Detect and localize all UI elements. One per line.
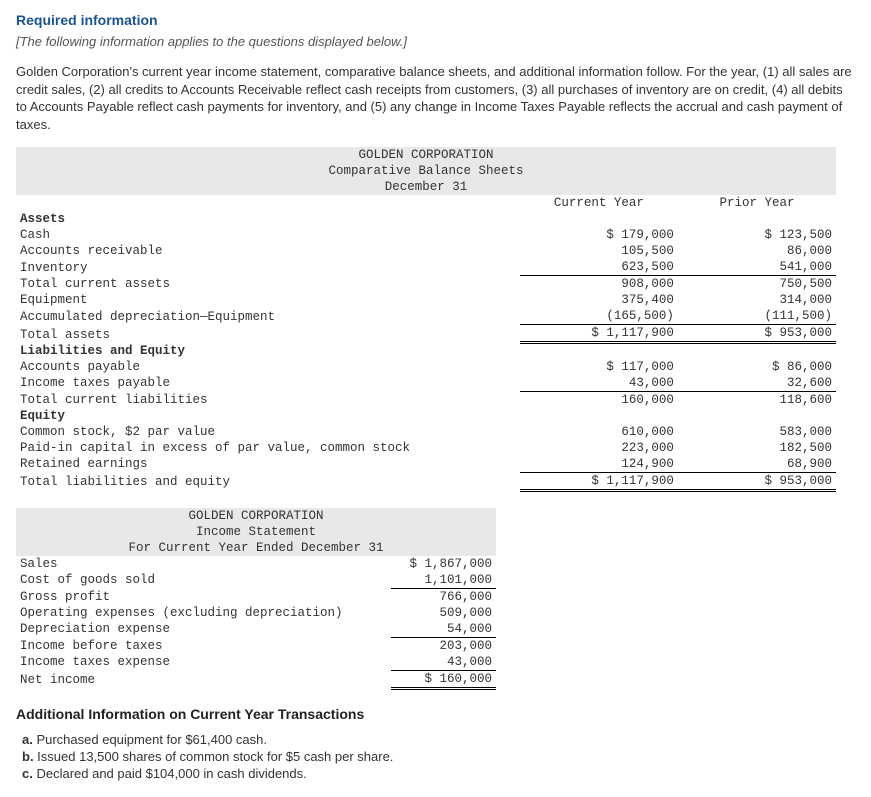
bs-cs-current: 610,000 bbox=[520, 424, 678, 440]
bs-ap-label: Accounts payable bbox=[16, 359, 520, 375]
addl-item-a: a. Purchased equipment for $61,400 cash. bbox=[22, 732, 855, 747]
is-title-3: For Current Year Ended December 31 bbox=[16, 540, 496, 556]
bs-cash-prior: $ 123,500 bbox=[678, 227, 836, 243]
is-sales-label: Sales bbox=[16, 556, 391, 572]
is-opex-label: Operating expenses (excluding depreciati… bbox=[16, 605, 391, 621]
bs-title-2: Comparative Balance Sheets bbox=[16, 163, 836, 179]
is-title-2: Income Statement bbox=[16, 524, 496, 540]
addl-item-b: b. Issued 13,500 shares of common stock … bbox=[22, 749, 855, 764]
is-title-1: GOLDEN CORPORATION bbox=[16, 508, 496, 524]
is-gp-val: 766,000 bbox=[391, 588, 496, 605]
bs-re-current: 124,900 bbox=[520, 456, 678, 473]
bs-pic-current: 223,000 bbox=[520, 440, 678, 456]
bs-col-current: Current Year bbox=[520, 195, 678, 211]
bs-tcl-current: 160,000 bbox=[520, 391, 678, 408]
bs-ar-prior: 86,000 bbox=[678, 243, 836, 259]
bs-pic-label: Paid-in capital in excess of par value, … bbox=[16, 440, 520, 456]
is-ibt-val: 203,000 bbox=[391, 637, 496, 654]
bs-equip-prior: 314,000 bbox=[678, 292, 836, 308]
additional-info-heading: Additional Information on Current Year T… bbox=[16, 706, 855, 722]
bs-tca-label: Total current assets bbox=[16, 276, 520, 293]
bs-col-prior: Prior Year bbox=[678, 195, 836, 211]
bs-cs-label: Common stock, $2 par value bbox=[16, 424, 520, 440]
income-statement-table: GOLDEN CORPORATION Income Statement For … bbox=[16, 508, 496, 690]
bs-inv-label: Inventory bbox=[16, 259, 520, 276]
bs-tcl-label: Total current liabilities bbox=[16, 391, 520, 408]
is-ni-label: Net income bbox=[16, 670, 391, 688]
bs-tcl-prior: 118,600 bbox=[678, 391, 836, 408]
bs-ta-prior: $ 953,000 bbox=[678, 325, 836, 343]
is-ni-val: $ 160,000 bbox=[391, 670, 496, 688]
addl-b-letter: b. bbox=[22, 749, 34, 764]
balance-sheet-table: GOLDEN CORPORATION Comparative Balance S… bbox=[16, 147, 836, 492]
bs-ar-label: Accounts receivable bbox=[16, 243, 520, 259]
bs-re-prior: 68,900 bbox=[678, 456, 836, 473]
bs-cash-current: $ 179,000 bbox=[520, 227, 678, 243]
bs-tle-prior: $ 953,000 bbox=[678, 472, 836, 490]
addl-b-text: Issued 13,500 shares of common stock for… bbox=[34, 749, 394, 764]
bs-assets-hdr: Assets bbox=[16, 211, 520, 227]
bs-ap-prior: $ 86,000 bbox=[678, 359, 836, 375]
is-dep-val: 54,000 bbox=[391, 621, 496, 638]
bs-itp-prior: 32,600 bbox=[678, 375, 836, 392]
bs-cash-label: Cash bbox=[16, 227, 520, 243]
problem-description: Golden Corporation's current year income… bbox=[16, 63, 855, 133]
is-dep-label: Depreciation expense bbox=[16, 621, 391, 638]
is-cogs-val: 1,101,000 bbox=[391, 572, 496, 589]
addl-a-letter: a. bbox=[22, 732, 33, 747]
intro-caption: [The following information applies to th… bbox=[16, 34, 855, 49]
bs-equip-current: 375,400 bbox=[520, 292, 678, 308]
is-cogs-label: Cost of goods sold bbox=[16, 572, 391, 589]
bs-accdep-prior: (111,500) bbox=[678, 308, 836, 325]
bs-tle-current: $ 1,117,900 bbox=[520, 472, 678, 490]
addl-a-text: Purchased equipment for $61,400 cash. bbox=[33, 732, 267, 747]
is-ite-label: Income taxes expense bbox=[16, 654, 391, 671]
bs-ar-current: 105,500 bbox=[520, 243, 678, 259]
bs-re-label: Retained earnings bbox=[16, 456, 520, 473]
bs-cs-prior: 583,000 bbox=[678, 424, 836, 440]
bs-ap-current: $ 117,000 bbox=[520, 359, 678, 375]
bs-tca-prior: 750,500 bbox=[678, 276, 836, 293]
bs-pic-prior: 182,500 bbox=[678, 440, 836, 456]
is-ibt-label: Income before taxes bbox=[16, 637, 391, 654]
bs-equip-label: Equipment bbox=[16, 292, 520, 308]
bs-title-1: GOLDEN CORPORATION bbox=[16, 147, 836, 163]
is-opex-val: 509,000 bbox=[391, 605, 496, 621]
addl-c-letter: c. bbox=[22, 766, 33, 781]
bs-ta-current: $ 1,117,900 bbox=[520, 325, 678, 343]
is-ite-val: 43,000 bbox=[391, 654, 496, 671]
bs-equity-hdr: Equity bbox=[16, 408, 520, 424]
bs-inv-current: 623,500 bbox=[520, 259, 678, 276]
bs-accdep-label: Accumulated depreciation—Equipment bbox=[16, 308, 520, 325]
bs-itp-current: 43,000 bbox=[520, 375, 678, 392]
bs-inv-prior: 541,000 bbox=[678, 259, 836, 276]
bs-title-3: December 31 bbox=[16, 179, 836, 195]
bs-ta-label: Total assets bbox=[16, 325, 520, 343]
addl-item-c: c. Declared and paid $104,000 in cash di… bbox=[22, 766, 855, 781]
bs-accdep-current: (165,500) bbox=[520, 308, 678, 325]
bs-itp-label: Income taxes payable bbox=[16, 375, 520, 392]
addl-c-text: Declared and paid $104,000 in cash divid… bbox=[33, 766, 307, 781]
is-sales-val: $ 1,867,000 bbox=[391, 556, 496, 572]
bs-le-hdr: Liabilities and Equity bbox=[16, 343, 520, 359]
bs-tca-current: 908,000 bbox=[520, 276, 678, 293]
is-gp-label: Gross profit bbox=[16, 588, 391, 605]
required-heading: Required information bbox=[16, 12, 855, 28]
bs-tle-label: Total liabilities and equity bbox=[16, 472, 520, 490]
